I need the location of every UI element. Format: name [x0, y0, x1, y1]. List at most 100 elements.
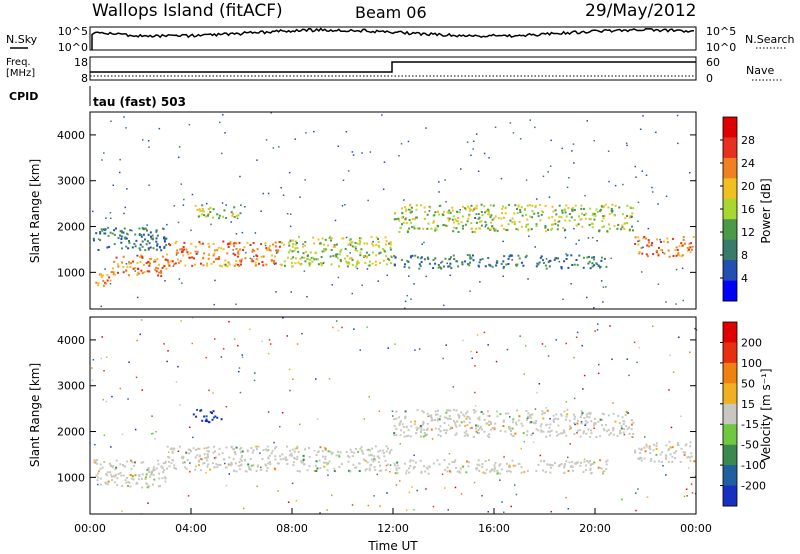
- data-cell: [657, 283, 660, 285]
- data-cell: [256, 464, 259, 467]
- data-cell: [182, 254, 185, 257]
- data-cell: [655, 447, 658, 450]
- colorbar-segment: [723, 178, 737, 200]
- data-cell: [527, 412, 530, 415]
- data-cell: [230, 461, 233, 464]
- data-cell: [469, 257, 472, 260]
- data-cell: [253, 249, 256, 252]
- colorbar-tick-label: 50: [741, 377, 755, 390]
- colorbar-tick-label: 28: [741, 134, 755, 147]
- data-cell: [344, 257, 347, 260]
- data-cell: [690, 242, 692, 245]
- data-cell: [290, 291, 292, 293]
- data-cell: [248, 468, 251, 470]
- nave-tick-top: 60: [706, 56, 720, 69]
- data-cell: [399, 434, 402, 437]
- data-cell: [189, 252, 192, 255]
- data-cell: [309, 262, 312, 265]
- data-cell: [189, 426, 191, 428]
- data-cell: [642, 246, 644, 249]
- data-cell: [658, 460, 661, 463]
- data-cell: [521, 424, 524, 427]
- data-cell: [540, 255, 543, 258]
- data-cell: [539, 256, 542, 259]
- data-cell: [315, 258, 318, 261]
- power-colorbar-label: Power [dB]: [759, 178, 773, 243]
- data-cell: [692, 236, 695, 238]
- data-cell: [290, 257, 293, 260]
- data-cell: [443, 304, 445, 307]
- data-cell: [668, 448, 670, 451]
- data-cell: [281, 453, 284, 456]
- data-cell: [147, 233, 150, 236]
- data-cell: [489, 228, 492, 231]
- data-cell: [121, 510, 123, 513]
- data-cell: [638, 458, 641, 461]
- data-cell: [539, 425, 542, 428]
- data-cell: [466, 415, 469, 418]
- data-cell: [508, 464, 511, 467]
- data-cell: [422, 423, 425, 425]
- data-cell: [420, 261, 423, 264]
- data-cell: [304, 179, 306, 181]
- data-cell: [571, 465, 574, 468]
- data-cell: [124, 206, 126, 209]
- data-cell: [382, 248, 385, 250]
- data-cell: [563, 466, 566, 469]
- data-cell: [612, 412, 615, 415]
- data-cell: [120, 229, 123, 232]
- data-cell: [249, 468, 252, 471]
- data-cell: [180, 320, 182, 322]
- data-cell: [448, 217, 451, 220]
- data-cell: [217, 257, 220, 260]
- data-cell: [526, 469, 529, 472]
- data-cell: [412, 467, 415, 470]
- data-cell: [338, 265, 340, 268]
- data-cell: [510, 254, 513, 257]
- data-cell: [405, 208, 408, 211]
- data-cell: [485, 210, 488, 212]
- data-cell: [235, 303, 237, 305]
- data-cell: [672, 255, 675, 257]
- data-cell: [479, 258, 482, 261]
- data-cell: [351, 151, 354, 153]
- data-cell: [647, 239, 650, 242]
- data-cell: [641, 271, 643, 273]
- data-cell: [191, 264, 194, 267]
- data-cell: [551, 205, 554, 208]
- data-cell: [323, 446, 326, 449]
- data-cell: [444, 179, 446, 181]
- data-cell: [156, 244, 159, 247]
- data-cell: [558, 465, 561, 468]
- data-cell: [173, 263, 176, 266]
- data-cell: [611, 358, 613, 360]
- data-cell: [142, 233, 145, 236]
- data-cell: [528, 415, 531, 418]
- data-cell: [302, 245, 304, 248]
- data-cell: [403, 462, 406, 465]
- data-cell: [317, 450, 320, 453]
- data-cell: [570, 254, 573, 257]
- data-cell: [409, 435, 412, 438]
- data-cell: [125, 269, 128, 272]
- data-cell: [511, 217, 514, 220]
- data-cell: [648, 445, 651, 448]
- data-cell: [434, 262, 437, 265]
- data-cell: [257, 445, 260, 448]
- data-cell: [481, 428, 483, 431]
- data-cell: [227, 261, 230, 264]
- data-cell: [537, 429, 540, 432]
- data-cell: [198, 447, 201, 450]
- data-cell: [154, 268, 157, 271]
- power-data-cells: [92, 112, 695, 310]
- data-cell: [264, 244, 267, 247]
- data-cell: [358, 243, 361, 246]
- data-cell: [279, 455, 281, 458]
- data-cell: [577, 461, 579, 464]
- data-cell: [223, 458, 226, 461]
- data-cell: [599, 459, 602, 462]
- data-cell: [694, 327, 696, 330]
- data-cell: [136, 262, 139, 265]
- data-cell: [162, 462, 165, 465]
- data-cell: [384, 459, 387, 462]
